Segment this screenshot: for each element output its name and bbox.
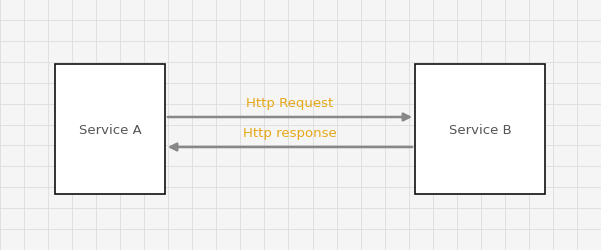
Text: Service B: Service B	[448, 123, 511, 136]
Text: Http response: Http response	[243, 126, 337, 139]
Text: Http Request: Http Request	[246, 96, 334, 109]
Text: Service A: Service A	[79, 123, 141, 136]
Bar	[415, 65, 545, 194]
Bar	[55, 65, 165, 194]
